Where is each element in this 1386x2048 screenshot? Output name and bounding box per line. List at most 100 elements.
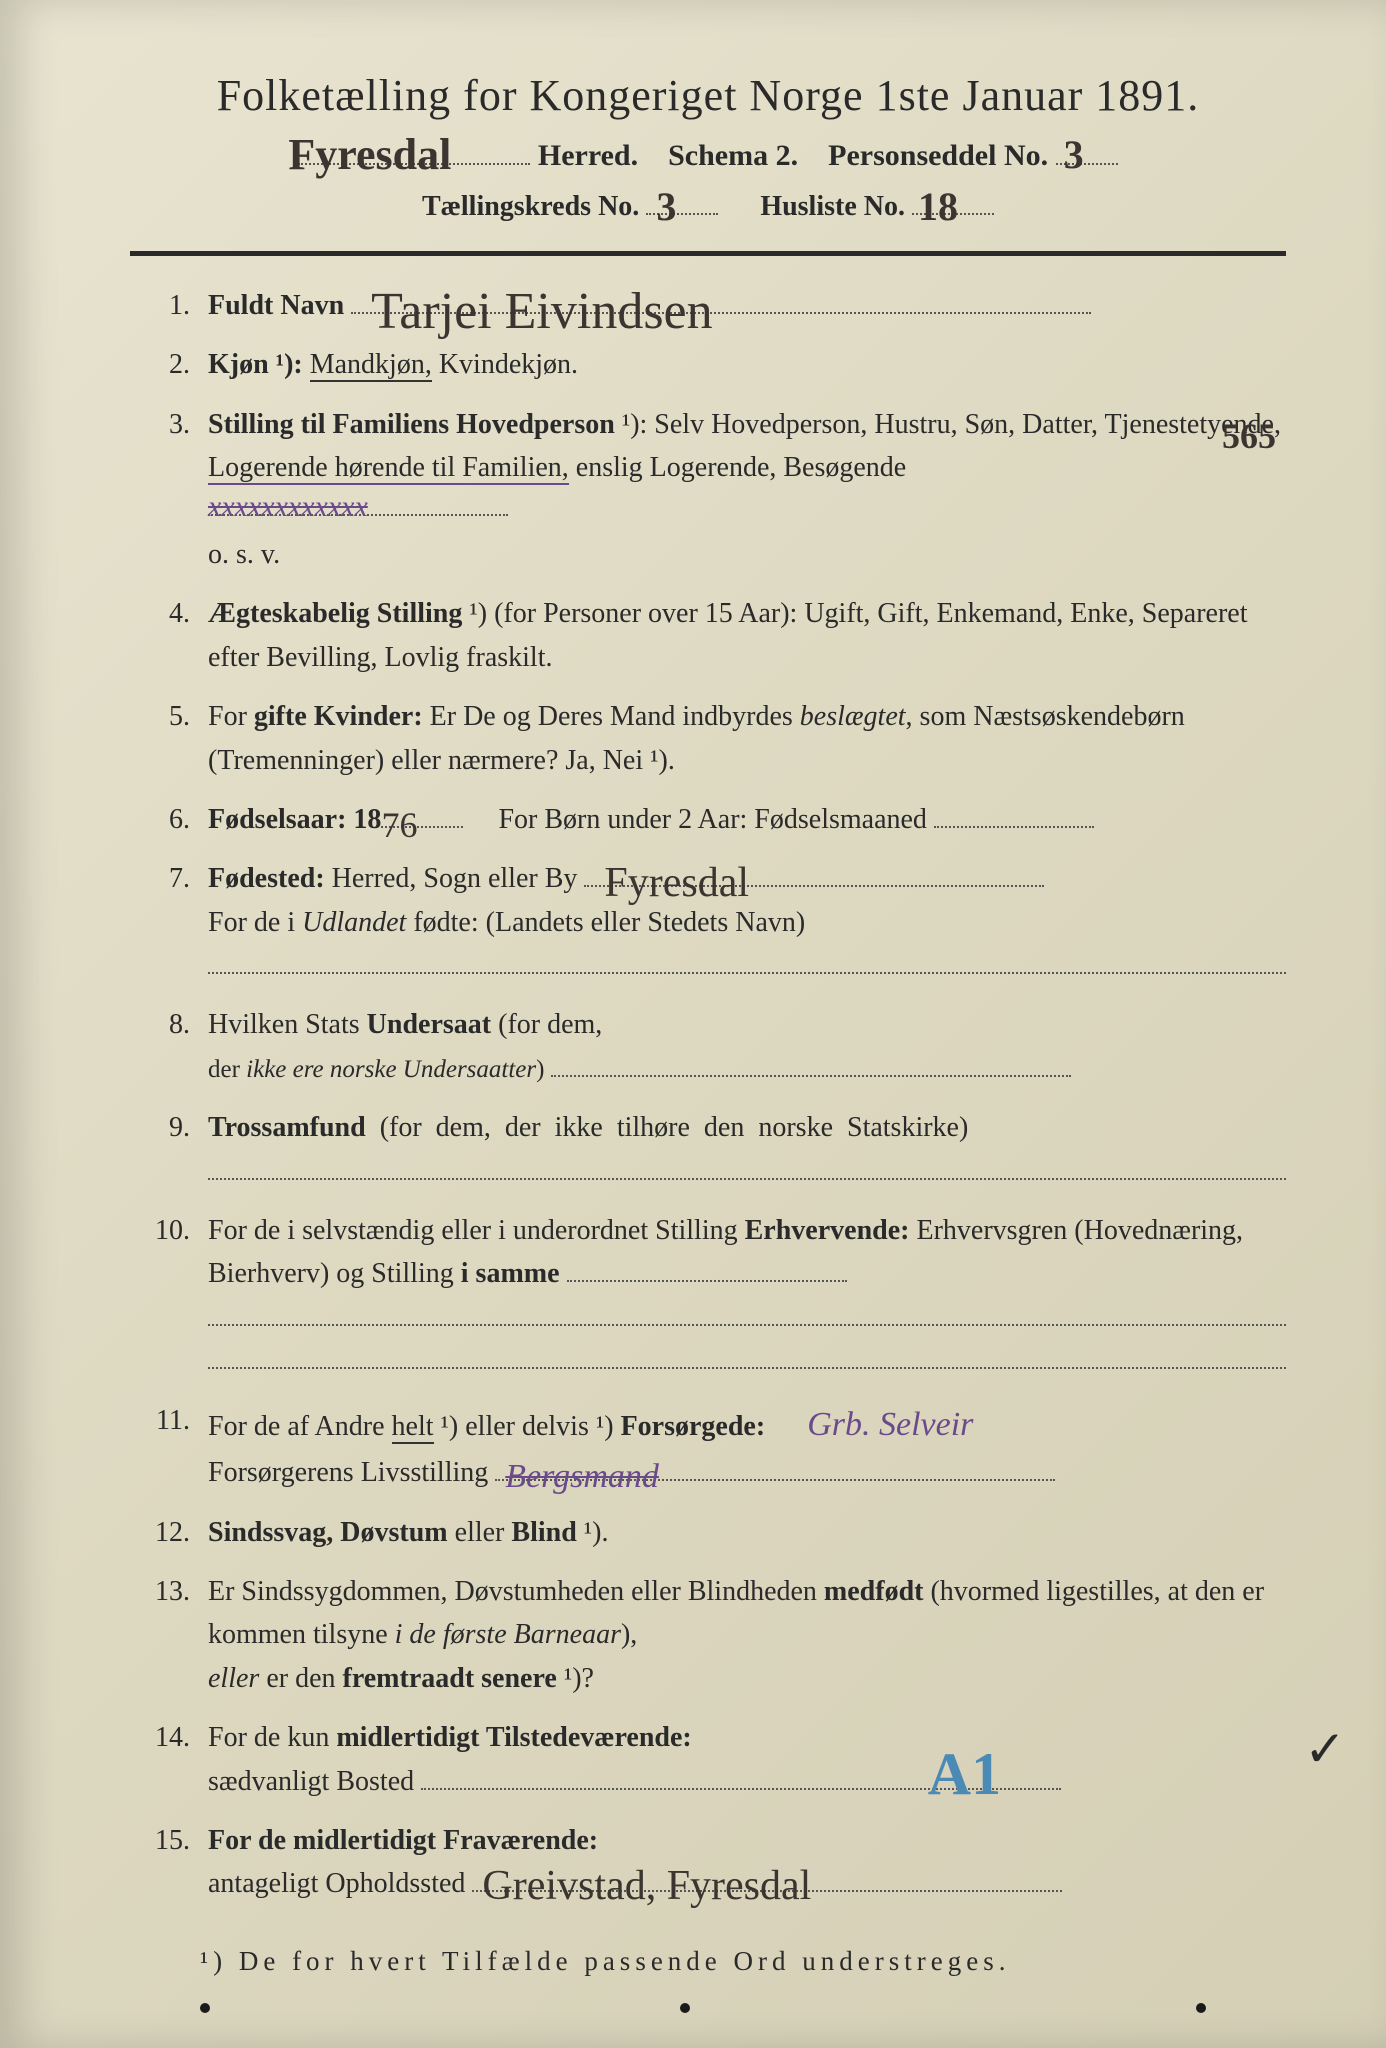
herred-label: Herred. xyxy=(538,139,638,172)
erhverv-field-1 xyxy=(567,1280,847,1282)
item-3: 3. Stilling til Familiens Hovedperson ¹)… xyxy=(130,403,1286,577)
schema-label: Schema 2. xyxy=(668,139,798,172)
item-num: 10. xyxy=(130,1209,208,1383)
item-num: 12. xyxy=(130,1511,208,1554)
month-field xyxy=(934,826,1094,828)
item-body: Er Sindssygdommen, Døvstumheden eller Bl… xyxy=(208,1570,1286,1700)
forsorgede-hw: Grb. Selveir xyxy=(807,1406,973,1443)
erhverv-field-3 xyxy=(208,1347,1286,1369)
item-body: Trossamfund (for dem, der ikke tilhøre d… xyxy=(208,1106,1286,1193)
year-hw: 76 xyxy=(381,798,417,854)
margin-checkmark: ✓ xyxy=(1304,1720,1346,1778)
item-12: 12. Sindssvag, Døvstum eller Blind ¹). xyxy=(130,1511,1286,1554)
bosted-hw: A1 xyxy=(928,1728,1001,1821)
item-num: 11. xyxy=(130,1399,208,1495)
item-body: Fødselsaar: 18 76 For Børn under 2 Aar: … xyxy=(208,798,1286,841)
mandkjon: Mandkjøn, xyxy=(310,349,432,382)
item-body: Fødested: Herred, Sogn eller By Fyresdal… xyxy=(208,857,1286,987)
hole-icon xyxy=(1196,2003,1206,2013)
item-num: 5. xyxy=(130,695,208,782)
personseddel-label: Personseddel No. xyxy=(828,139,1048,172)
item-body: Stilling til Familiens Hovedperson ¹): S… xyxy=(208,403,1286,577)
item-body: Hvilken Stats Undersaat (for dem, der ik… xyxy=(208,1003,1286,1090)
udlandet-field xyxy=(208,952,1286,974)
undersaat-field xyxy=(551,1075,1071,1077)
taellingskreds-hw: 3 xyxy=(656,183,676,230)
item-num: 7. xyxy=(130,857,208,987)
personseddel-field: 3 xyxy=(1056,163,1118,165)
header-line-2: Tællingskreds No. 3 Husliste No. 18 xyxy=(130,191,1286,223)
bosted-label: sædvanligt Bosted xyxy=(208,1766,414,1797)
name-field: Tarjei Eivindsen xyxy=(351,312,1091,314)
item-7: 7. Fødested: Herred, Sogn eller By Fyres… xyxy=(130,857,1286,987)
item-body: Kjøn ¹): Mandkjøn, Kvindekjøn. xyxy=(208,343,1286,386)
item-body: Sindssvag, Døvstum eller Blind ¹). xyxy=(208,1511,1286,1554)
form-title: Folketælling for Kongeriget Norge 1ste J… xyxy=(130,70,1286,121)
taellingskreds-field: 3 xyxy=(646,213,718,215)
item-body: Ægteskabelig Stilling ¹) (for Personer o… xyxy=(208,592,1286,679)
born-under-2: For Børn under 2 Aar: Fødselsmaaned xyxy=(498,804,927,835)
husliste-hw: 18 xyxy=(918,183,958,230)
item-num: 13. xyxy=(130,1570,208,1700)
hole-icon xyxy=(680,2003,690,2013)
year-field: 76 xyxy=(381,826,463,828)
item-1: 1. Fuldt Navn Tarjei Eivindsen xyxy=(130,284,1286,327)
item-10: 10. For de i selvstændig eller i underor… xyxy=(130,1209,1286,1383)
item-num: 8. xyxy=(130,1003,208,1090)
stilling-crossed: xxxxxxxxxxxx xyxy=(208,484,368,531)
herred-handwritten: Fyresdal xyxy=(288,129,451,180)
footnote: ¹) De for hvert Tilfælde passende Ord un… xyxy=(200,1946,1286,1977)
item-body: Fuldt Navn Tarjei Eivindsen xyxy=(208,284,1286,327)
opholdssted-label: antageligt Opholdssted xyxy=(208,1868,465,1899)
bosted-field: A1 xyxy=(421,1788,1061,1790)
item-body: For de kun midlertidigt Tilstedeværende:… xyxy=(208,1716,1286,1803)
forsorger-label: Forsørgerens Livsstilling xyxy=(208,1457,488,1488)
kvindekjon: Kvindekjøn. xyxy=(439,349,578,380)
item-body: For de midlertidigt Fraværende: antageli… xyxy=(208,1819,1286,1906)
forsorger-field: Bergsmand xyxy=(495,1479,1055,1481)
form-header: Folketælling for Kongeriget Norge 1ste J… xyxy=(130,70,1286,223)
forsorger-hw: Bergsmand xyxy=(505,1451,659,1504)
margin-note-565: 565 xyxy=(1222,415,1276,457)
opholdssted-hw: Greivstad, Fyresdal xyxy=(482,1854,811,1919)
census-form-page: Folketælling for Kongeriget Norge 1ste J… xyxy=(0,0,1386,2048)
stilling-fill: xxxxxxxxxxxx xyxy=(208,514,508,516)
item-6: 6. Fødselsaar: 18 76 For Børn under 2 Aa… xyxy=(130,798,1286,841)
item-num: 3. xyxy=(130,403,208,577)
trossamfund-field xyxy=(208,1158,1286,1180)
item-body: For de i selvstændig eller i underordnet… xyxy=(208,1209,1286,1383)
herred-field: Fyresdal xyxy=(298,163,530,165)
item-14: 14. For de kun midlertidigt Tilstedevære… xyxy=(130,1716,1286,1803)
item-9: 9. Trossamfund (for dem, der ikke tilhør… xyxy=(130,1106,1286,1193)
item-num: 1. xyxy=(130,284,208,327)
fodested-hw: Fyresdal xyxy=(604,851,749,916)
item-13: 13. Er Sindssygdommen, Døvstumheden elle… xyxy=(130,1570,1286,1700)
item-num: 9. xyxy=(130,1106,208,1193)
fodested-field: Fyresdal xyxy=(584,885,1044,887)
label-kjon: Kjøn ¹): xyxy=(208,349,310,380)
name-hw: Tarjei Eivindsen xyxy=(371,272,712,353)
opholdssted-field: Greivstad, Fyresdal xyxy=(472,1890,1062,1892)
item-4: 4. Ægteskabelig Stilling ¹) (for Persone… xyxy=(130,592,1286,679)
husliste-label: Husliste No. xyxy=(760,191,905,222)
header-rule xyxy=(130,251,1286,256)
erhverv-field-2 xyxy=(208,1304,1286,1326)
husliste-field: 18 xyxy=(912,213,994,215)
item-11: 11. For de af Andre helt ¹) eller delvis… xyxy=(130,1399,1286,1495)
label-fuldt-navn: Fuldt Navn xyxy=(208,290,344,321)
header-line-1: Fyresdal Herred. Schema 2. Personseddel … xyxy=(130,139,1286,173)
taellingskreds-label: Tællingskreds No. xyxy=(422,191,639,222)
item-8: 8. Hvilken Stats Undersaat (for dem, der… xyxy=(130,1003,1286,1090)
item-5: 5. For gifte Kvinder: Er De og Deres Man… xyxy=(130,695,1286,782)
item-num: 6. xyxy=(130,798,208,841)
item-num: 14. xyxy=(130,1716,208,1803)
personseddel-hw: 3 xyxy=(1064,131,1084,178)
osv: o. s. v. xyxy=(208,539,280,570)
item-num: 2. xyxy=(130,343,208,386)
item-body: For gifte Kvinder: Er De og Deres Mand i… xyxy=(208,695,1286,782)
item-num: 15. xyxy=(130,1819,208,1906)
item-15: 15. For de midlertidigt Fraværende: anta… xyxy=(130,1819,1286,1906)
fodselsaar-label: Fødselsaar: 18 xyxy=(208,804,381,835)
hole-icon xyxy=(200,2003,210,2013)
item-body: For de af Andre helt ¹) eller delvis ¹) … xyxy=(208,1399,1286,1495)
